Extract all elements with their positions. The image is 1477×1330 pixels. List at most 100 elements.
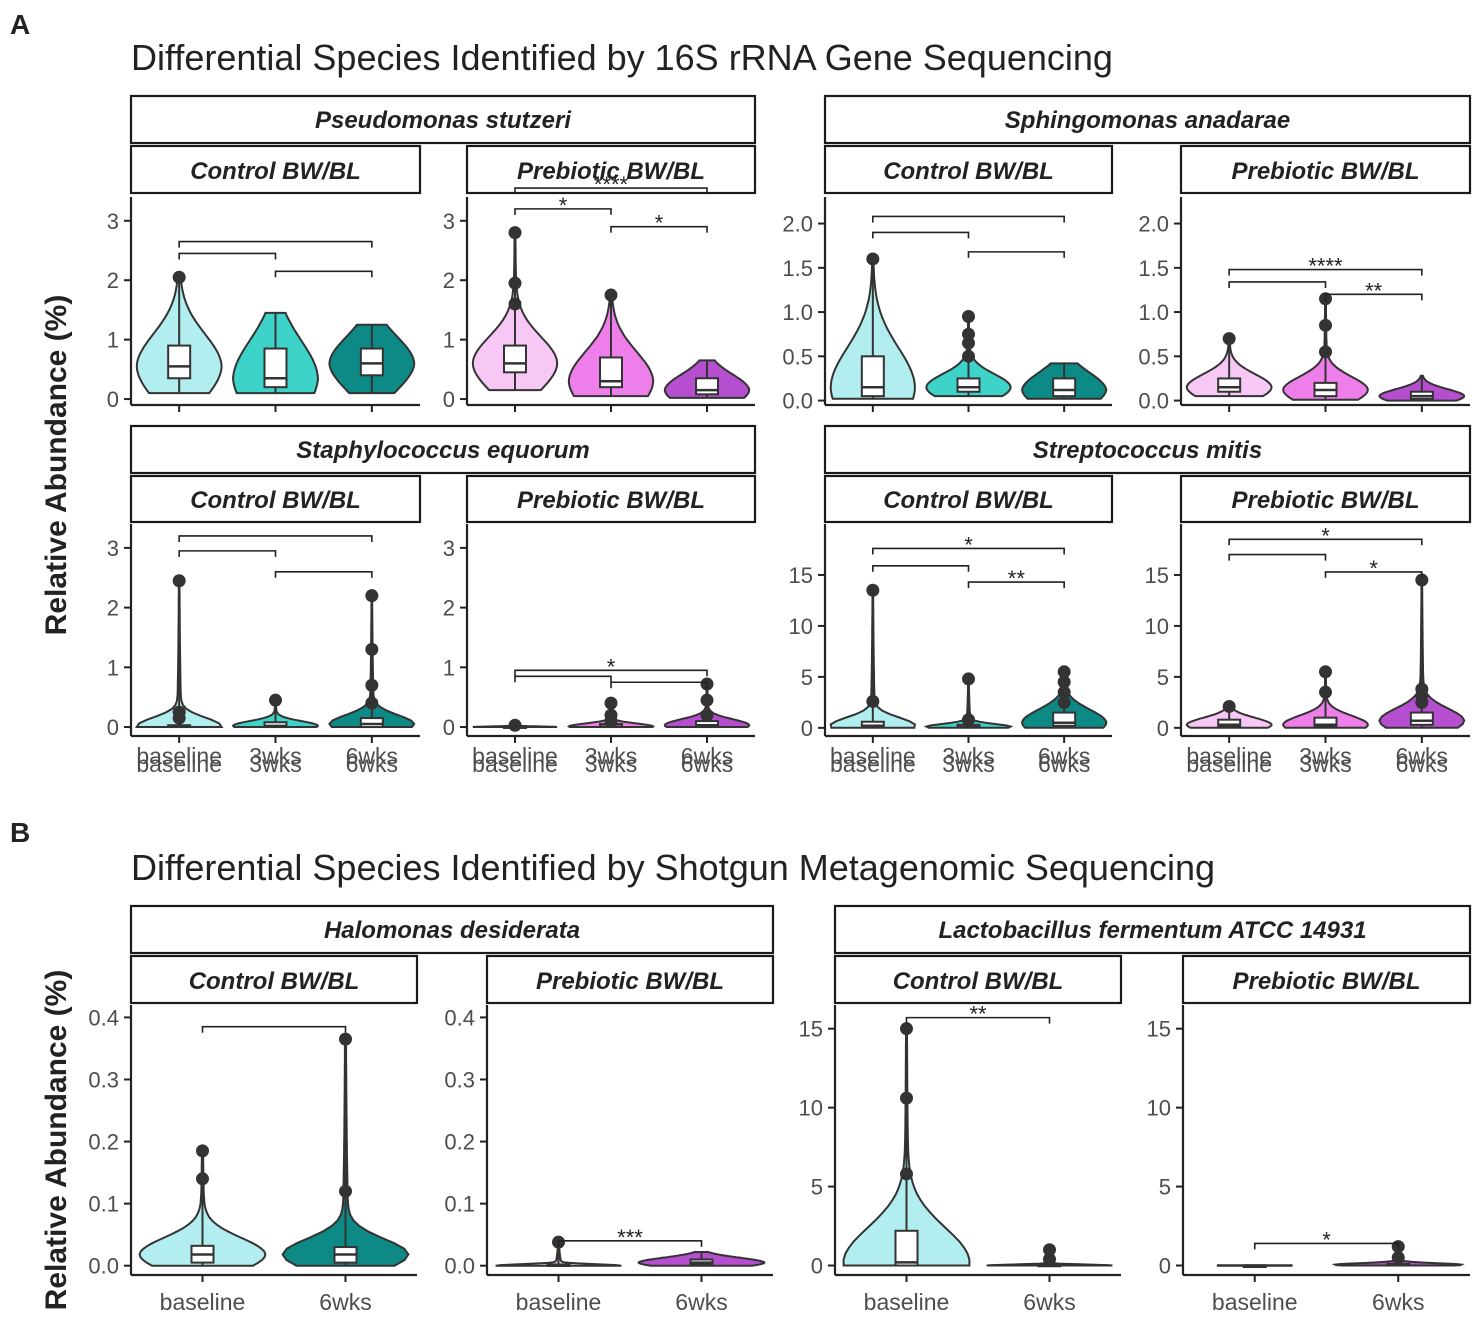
species-pseudomonas-control-bracket [178, 252, 277, 260]
species-sphingomonas-prebiotic-strip [1179, 144, 1472, 195]
species-staphylococcus-prebiotic-outlier-3wks [604, 696, 618, 710]
species-pseudomonas-prebiotic-x-tick-label: 3wks [585, 743, 637, 769]
species-lactobacillus-control-outlier-baseline [900, 1022, 913, 1036]
y-axis-label-a: Relative Abundance (%) [40, 295, 73, 636]
species-halomonas-control-y-tick-label: 0.2 [88, 1130, 119, 1155]
species-pseudomonas-prebiotic-strip-label: Prebiotic BW/BL [517, 158, 705, 185]
species-lactobacillus-prebiotic-strip-label: Prebiotic BW/BL [1232, 968, 1420, 995]
species-streptococcus-strip-label: Streptococcus mitis [1033, 437, 1262, 464]
species-pseudomonas-prebiotic-y-tick-label: 1 [443, 328, 455, 353]
species-streptococcus-prebiotic-y-tick-label: 15 [1145, 563, 1169, 588]
species-lactobacillus-prebiotic-y-tick-label: 0 [1159, 1254, 1171, 1279]
species-sphingomonas-prebiotic-x-tick-label: 6wks [1396, 743, 1448, 769]
species-halomonas-prebiotic-y-tick-label: 0.1 [444, 1192, 475, 1217]
species-pseudomonas-prebiotic-x-tick-label: 6wks [681, 743, 733, 769]
species-halomonas-prebiotic-y-tick-label: 0.0 [444, 1254, 475, 1279]
species-pseudomonas-prebiotic-sig-label: **** [594, 172, 629, 197]
species-streptococcus-control-outlier-6wks [1057, 665, 1071, 679]
species-pseudomonas-control-box-baseline [167, 344, 192, 380]
species-staphylococcus-prebiotic-y-tick-label: 2 [443, 596, 455, 621]
species-staphylococcus-prebiotic-strip-label: Prebiotic BW/BL [517, 487, 705, 514]
species-halomonas-control-outlier-baseline [196, 1172, 209, 1186]
species-halomonas-control-outlier-baseline [196, 1144, 209, 1158]
species-staphylococcus-control-outlier-6wks [365, 589, 379, 603]
species-streptococcus-prebiotic-y-tick-label: 5 [1157, 665, 1169, 690]
species-lactobacillus-prebiotic-y-tick-label: 5 [1159, 1175, 1171, 1200]
species-streptococcus-prebiotic-x-tick-label: baseline [1186, 751, 1272, 777]
species-lactobacillus-prebiotic-sig-label: * [1322, 1227, 1331, 1252]
species-lactobacillus-control-y-tick-label: 15 [799, 1017, 823, 1042]
panel-letter-a: A [10, 9, 30, 40]
species-streptococcus-prebiotic-strip [1179, 474, 1472, 524]
species-staphylococcus-prebiotic-bracket [514, 675, 612, 683]
species-staphylococcus-control-outlier-3wks [269, 693, 282, 707]
species-sphingomonas-prebiotic-y-tick-label: 2.0 [1138, 212, 1169, 237]
species-halomonas-prebiotic-x-tick-label: baseline [516, 1289, 602, 1315]
species-streptococcus-control-strip [823, 474, 1114, 524]
species-streptococcus-control-outlier-baseline [866, 694, 880, 708]
species-sphingomonas-control-box-3wks [956, 377, 981, 393]
species-streptococcus-strip [823, 424, 1472, 475]
panel-letter-b: B [10, 817, 30, 848]
species-staphylococcus-control-x-tick-label: 3wks [249, 751, 301, 777]
species-streptococcus-prebiotic-bracket [1324, 571, 1423, 578]
species-streptococcus-control-outlier-3wks [962, 713, 975, 727]
species-streptococcus-prebiotic-outlier-baseline [1222, 699, 1236, 713]
species-pseudomonas-control-outlier-baseline [172, 270, 186, 284]
species-sphingomonas-prebiotic-outlier-baseline [1222, 332, 1236, 346]
species-halomonas-control-bracket [201, 1025, 347, 1033]
species-staphylococcus-control-y-tick-label: 3 [107, 536, 119, 561]
species-streptococcus-control-y-tick-label: 5 [801, 665, 813, 690]
species-staphylococcus-control-outlier-6wks [365, 642, 379, 656]
species-pseudomonas-prebiotic-box-3wks [599, 356, 623, 389]
species-sphingomonas-prebiotic-y-tick-label: 0.0 [1138, 389, 1169, 414]
species-streptococcus-prebiotic-x-tick-label: 6wks [1396, 751, 1448, 777]
species-sphingomonas-control-y-tick-label: 0.0 [782, 389, 813, 414]
species-pseudomonas-control-box-6wks [359, 347, 384, 377]
species-sphingomonas-control-x-tick-label: baseline [830, 743, 916, 769]
species-lactobacillus-prebiotic-x-tick-label: 6wks [1372, 1289, 1424, 1315]
species-streptococcus-prebiotic-x-tick-label: 3wks [1299, 751, 1351, 777]
species-pseudomonas-prebiotic-box-6wks [695, 377, 719, 396]
species-staphylococcus-control-outlier-6wks [365, 678, 379, 692]
species-streptococcus-prebiotic-y-tick-label: 10 [1145, 614, 1169, 639]
species-staphylococcus-control-strip [129, 474, 422, 524]
species-staphylococcus-strip [129, 424, 757, 475]
species-staphylococcus-strip-label: Staphylococcus equorum [296, 437, 589, 464]
species-lactobacillus-prebiotic-strip [1181, 954, 1472, 1005]
species-streptococcus-prebiotic-outlier-3wks [1319, 665, 1332, 679]
species-streptococcus-control-sig-label: * [964, 532, 973, 557]
species-pseudomonas-control-box-3wks [263, 347, 288, 389]
species-sphingomonas-prebiotic-sig-label: **** [1308, 254, 1343, 279]
species-staphylococcus-prebiotic-y-tick-label: 0 [443, 715, 455, 740]
species-lactobacillus-control-y-tick-label: 5 [811, 1175, 823, 1200]
species-staphylococcus-prebiotic-outlier-6wks [700, 693, 714, 707]
species-lactobacillus-control-outlier-baseline [900, 1167, 913, 1181]
species-pseudomonas-control-y-tick-label: 2 [107, 268, 119, 293]
species-staphylococcus-prebiotic-strip [465, 474, 757, 524]
species-staphylococcus-prebiotic-y-tick-label: 1 [443, 655, 455, 680]
species-sphingomonas-control-outlier-3wks [962, 309, 975, 323]
species-pseudomonas-prebiotic-outlier-baseline [508, 297, 522, 311]
species-streptococcus-control-y-tick-label: 0 [801, 716, 813, 741]
species-sphingomonas-control-bracket [872, 215, 1065, 223]
species-lactobacillus-prebiotic-x-tick-label: baseline [1212, 1289, 1298, 1315]
y-axis-label-b: Relative Abundance (%) [40, 970, 73, 1311]
species-staphylococcus-control-bracket [274, 570, 373, 578]
species-sphingomonas-prebiotic-outlier-3wks [1319, 318, 1332, 332]
species-lactobacillus-control-y-tick-label: 0 [811, 1254, 823, 1279]
species-streptococcus-control-outlier-6wks [1057, 695, 1071, 709]
species-staphylococcus-control-y-tick-label: 2 [107, 596, 119, 621]
species-staphylococcus-control-y-tick-label: 1 [107, 655, 119, 680]
species-halomonas-control-y-tick-label: 0.1 [88, 1192, 119, 1217]
species-pseudomonas-control-x-tick-label: 6wks [346, 743, 398, 769]
species-staphylococcus-prebiotic-bracket [610, 681, 708, 689]
species-sphingomonas-prebiotic-x-tick-label: 3wks [1299, 743, 1351, 769]
species-pseudomonas-prebiotic-strip [465, 144, 757, 195]
species-pseudomonas-control-strip-label: Control BW/BL [190, 158, 361, 185]
species-streptococcus-control-bracket [967, 581, 1065, 589]
species-pseudomonas-prebiotic-bracket [514, 187, 708, 195]
species-staphylococcus-control-x-tick-label: 6wks [346, 751, 398, 777]
species-pseudomonas-control-bracket [178, 240, 373, 248]
